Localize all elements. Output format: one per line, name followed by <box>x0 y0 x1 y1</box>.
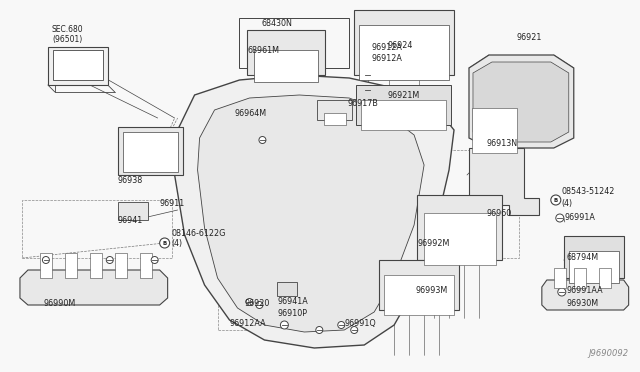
Text: 68794M: 68794M <box>567 253 599 262</box>
Circle shape <box>364 86 371 94</box>
Bar <box>324 113 346 125</box>
Text: 96938: 96938 <box>118 176 143 185</box>
Circle shape <box>351 327 358 334</box>
Text: 96991AA: 96991AA <box>567 286 604 295</box>
Text: 96991Q: 96991Q <box>344 319 376 328</box>
Bar <box>359 25 449 80</box>
Bar <box>65 253 77 278</box>
Text: 96991A: 96991A <box>564 213 596 222</box>
Text: 96920: 96920 <box>244 299 270 308</box>
Text: (4): (4) <box>562 199 573 208</box>
Bar <box>53 50 103 80</box>
Text: SEC.680: SEC.680 <box>52 25 83 34</box>
Bar <box>361 100 446 130</box>
Circle shape <box>551 195 561 205</box>
Text: (96501): (96501) <box>52 35 82 44</box>
Bar <box>574 268 586 288</box>
Text: 96912A: 96912A <box>371 43 402 52</box>
Circle shape <box>556 214 564 222</box>
Text: 96912AA: 96912AA <box>230 319 266 328</box>
Polygon shape <box>175 75 454 348</box>
Polygon shape <box>473 62 569 142</box>
Circle shape <box>106 257 113 263</box>
Circle shape <box>280 321 289 329</box>
Text: 96917B: 96917B <box>348 99 378 108</box>
Polygon shape <box>542 280 628 310</box>
Bar <box>22 200 172 258</box>
Text: 96921M: 96921M <box>387 91 419 100</box>
Circle shape <box>246 298 253 305</box>
Bar <box>564 236 623 278</box>
Text: 08146-6122G: 08146-6122G <box>172 229 226 238</box>
Bar <box>461 210 483 228</box>
Bar <box>255 50 318 82</box>
Bar <box>384 275 454 315</box>
Circle shape <box>338 321 345 328</box>
Circle shape <box>316 327 323 334</box>
Text: (4): (4) <box>172 239 183 248</box>
Bar <box>554 268 566 288</box>
Text: 96941: 96941 <box>118 216 143 225</box>
Text: 96910P: 96910P <box>277 309 307 318</box>
Text: 96930M: 96930M <box>567 299 599 308</box>
Text: 96992M: 96992M <box>417 239 449 248</box>
Text: 96960: 96960 <box>487 209 512 218</box>
Text: B: B <box>554 198 558 202</box>
Polygon shape <box>198 95 424 332</box>
Text: 96924: 96924 <box>387 41 413 50</box>
Text: 68961M: 68961M <box>248 46 280 55</box>
Bar <box>472 108 517 153</box>
Bar <box>118 127 182 175</box>
Circle shape <box>259 137 266 144</box>
Circle shape <box>364 71 371 79</box>
Bar <box>123 132 178 172</box>
Bar <box>424 213 496 265</box>
Text: B: B <box>163 241 167 246</box>
Bar <box>218 275 367 330</box>
Polygon shape <box>469 148 539 215</box>
Bar <box>417 195 502 260</box>
Text: 68430N: 68430N <box>262 19 293 28</box>
Text: 08543-51242: 08543-51242 <box>562 187 615 196</box>
Circle shape <box>151 257 158 263</box>
Text: 96993M: 96993M <box>415 286 447 295</box>
Bar <box>379 260 459 310</box>
Polygon shape <box>20 270 168 305</box>
Bar <box>598 268 611 288</box>
Circle shape <box>159 238 170 248</box>
Bar <box>569 251 619 283</box>
Circle shape <box>558 288 566 296</box>
Text: J9690092: J9690092 <box>589 349 629 358</box>
Bar <box>317 100 352 120</box>
Bar <box>374 150 519 258</box>
Text: 96964M: 96964M <box>234 109 267 118</box>
Text: 96921: 96921 <box>517 33 542 42</box>
Bar <box>118 202 148 220</box>
Bar <box>354 10 454 75</box>
Circle shape <box>256 301 263 308</box>
Text: 96990M: 96990M <box>44 299 76 308</box>
Polygon shape <box>469 55 574 148</box>
Bar <box>48 47 108 85</box>
Bar <box>140 253 152 278</box>
Text: 96941A: 96941A <box>277 297 308 306</box>
Bar <box>90 253 102 278</box>
Bar <box>277 282 298 296</box>
Text: 96913N: 96913N <box>487 139 518 148</box>
Circle shape <box>42 257 49 263</box>
Bar <box>40 253 52 278</box>
Text: 96911: 96911 <box>159 199 185 208</box>
Text: 96912A: 96912A <box>371 54 402 63</box>
Bar <box>248 30 325 75</box>
Bar <box>239 18 349 68</box>
Bar <box>356 85 451 125</box>
Bar <box>115 253 127 278</box>
